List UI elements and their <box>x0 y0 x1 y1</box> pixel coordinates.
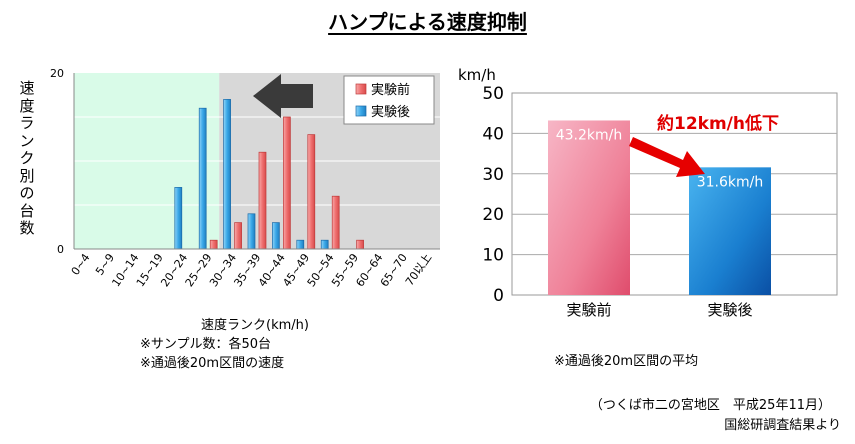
page-title: ハンプによる速度抑制 <box>328 10 527 34</box>
x-tick-label: 0~4 <box>69 251 93 277</box>
decrease-arrow-icon <box>629 137 705 177</box>
note-average: ※通過後20m区間の平均 <box>554 354 699 369</box>
before-bar-40~44 <box>283 116 291 250</box>
x-tick-label: 5~9 <box>93 251 117 277</box>
source-credit: 国総研調査結果より <box>724 418 841 433</box>
left-arrow-icon <box>253 74 313 118</box>
after-bar-30~34 <box>223 99 231 250</box>
legend-label: 実験前 <box>371 82 410 98</box>
legend-label: 実験後 <box>371 104 410 120</box>
y-axis-label: 速度ランク別の台数 <box>19 79 35 237</box>
x-category-label: 実験前 <box>566 301 611 319</box>
source-location: （つくば市二の宮地区 平成25年11月） <box>589 398 831 413</box>
after-bar-50~54 <box>320 239 329 250</box>
before-bar-30~34 <box>234 222 242 250</box>
before-bar-35~39 <box>258 151 267 250</box>
note-sample: ※サンプル数：各50台 <box>140 337 272 352</box>
x-axis-label: 速度ランク(km/h) <box>201 317 309 333</box>
x-tick-label: 70以上 <box>403 251 434 288</box>
x-category-label: 実験後 <box>707 301 752 319</box>
before-average-bar <box>548 120 630 295</box>
before-bar-50~54 <box>331 195 340 250</box>
y-tick-label: 0 <box>57 243 64 256</box>
after-bar-20~24 <box>174 187 183 250</box>
y-tick-label: 50 <box>482 84 504 104</box>
y-tick-label: 0 <box>493 286 504 306</box>
y-tick-label: 40 <box>482 124 504 144</box>
after-average-bar <box>689 167 771 295</box>
note-section: ※通過後20m区間の速度 <box>140 356 285 371</box>
bar-value-label: 43.2km/h <box>556 127 623 143</box>
after-bar-35~39 <box>247 213 256 250</box>
y-tick-label: 10 <box>482 246 504 266</box>
legend-swatch <box>355 105 367 117</box>
after-bar-45~49 <box>296 239 305 250</box>
before-bar-55~59 <box>356 239 364 250</box>
y-tick-label: 20 <box>482 205 504 225</box>
speed-rank-histogram: 020 0~4 5~910~1415~1920~2425~2930~3435~39… <box>50 67 440 333</box>
before-bar-45~49 <box>307 134 316 250</box>
bar-value-label: 31.6km/h <box>697 174 764 190</box>
y-tick-label: 20 <box>50 67 64 80</box>
average-speed-chart: km/h 0 10 20 30 40 50 43.2km/h 31.6km/h 実験前 実験後… <box>458 66 838 319</box>
legend-swatch <box>355 83 367 95</box>
after-bar-40~44 <box>272 222 280 250</box>
decrease-annotation: 約12km/h低下 <box>657 113 779 134</box>
y-tick-label: 30 <box>482 165 504 185</box>
before-bar-25~29 <box>209 239 218 250</box>
after-bar-25~29 <box>198 107 207 250</box>
y-axis-unit-label: km/h <box>458 66 496 84</box>
